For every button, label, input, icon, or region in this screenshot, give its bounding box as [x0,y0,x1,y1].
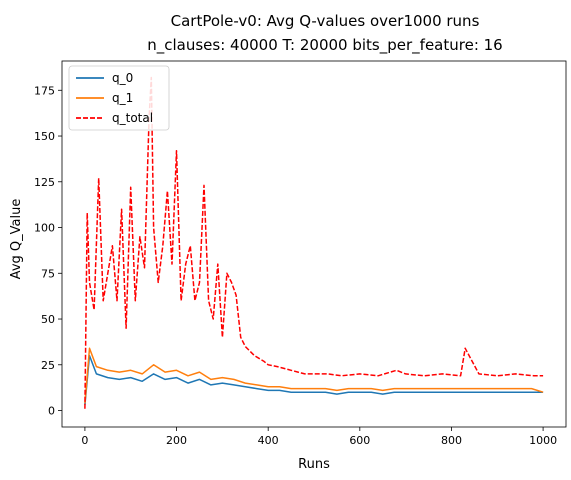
y-tick-label: 100 [34,222,55,235]
series-line-q_0 [84,354,544,406]
y-tick-label: 75 [41,267,55,280]
y-tick-label: 150 [34,130,55,143]
y-tick-label: 50 [41,313,55,326]
legend: q_0 q_1 q_total [68,65,170,131]
legend-label-q_0: q_0 [112,71,133,85]
chart-title: CartPole-v0: Avg Q-values over1000 runs [171,12,480,30]
series-line-q_total [84,76,544,409]
x-tick-label: 400 [258,434,279,447]
x-tick-label: 1000 [529,434,557,447]
y-axis-label: Avg Q_Value [9,199,24,280]
axes-layer: 0 200 400 600 800 1000 0 25 50 75 100 125 150 175 [34,60,567,447]
y-tick-label: 125 [34,176,55,189]
x-tick-label: 600 [349,434,370,447]
plot-frame [61,60,567,428]
x-tick-label: 200 [166,434,187,447]
chart-subtitle: n_clauses: 40000 T: 20000 bits_per_featu… [147,36,502,55]
x-tick-label: 0 [81,434,88,447]
x-axis-label: Runs [298,457,330,472]
legend-box [68,65,170,131]
legend-label-q_1: q_1 [112,91,133,105]
series-layer [84,76,544,409]
y-tick-label: 175 [34,84,55,97]
y-tick-label: 0 [48,405,55,418]
legend-label-q_total: q_total [112,111,153,125]
series-line-q_1 [84,347,544,404]
x-tick-label: 800 [441,434,462,447]
y-tick-label: 25 [41,359,55,372]
